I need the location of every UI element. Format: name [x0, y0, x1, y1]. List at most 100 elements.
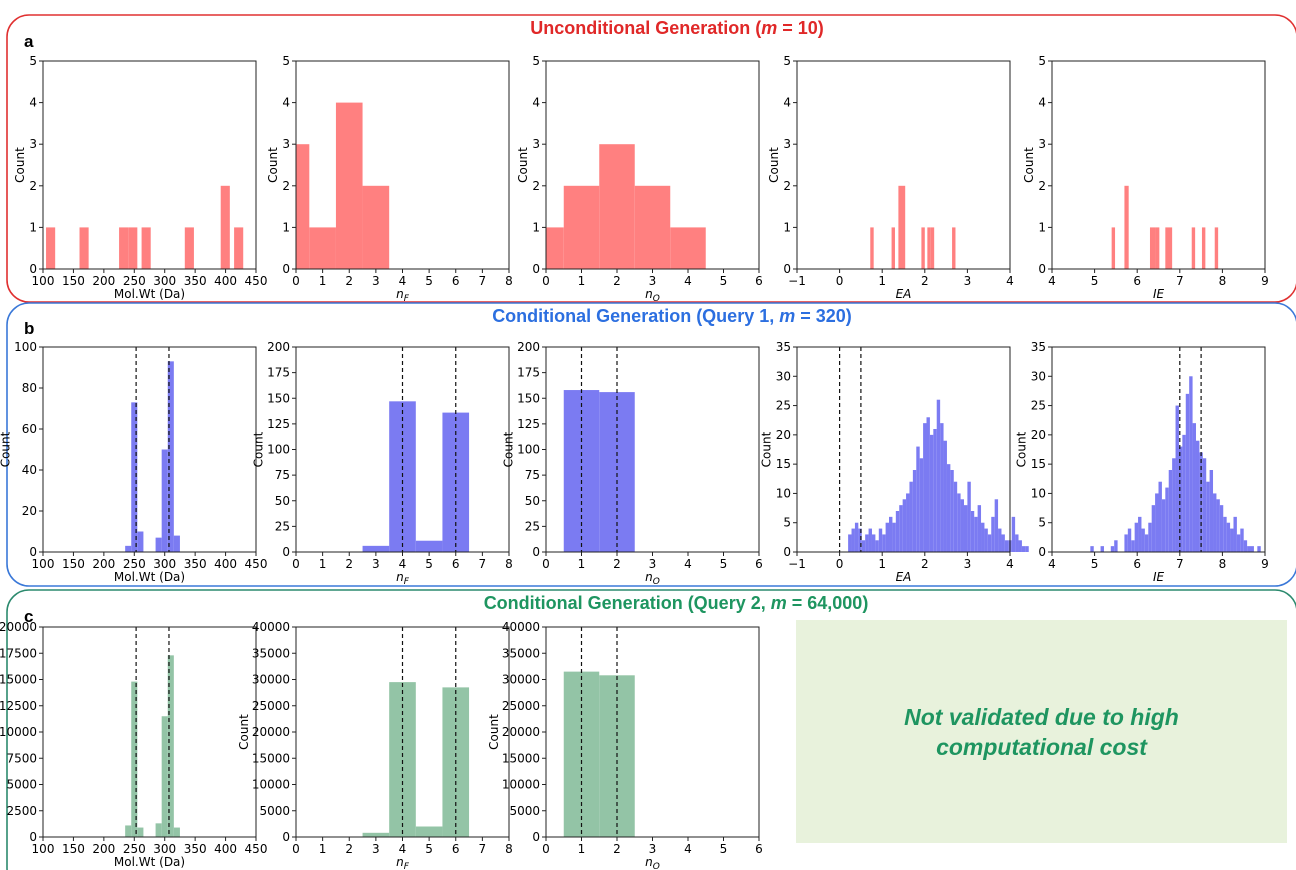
xlabel-a4: EA [896, 287, 912, 301]
bar-b4-1 [851, 528, 855, 552]
bar-b5-29 [1189, 376, 1193, 552]
ytick-label-b4-2: 10 [776, 486, 791, 500]
xtick-label-b4-1: 0 [836, 557, 844, 571]
xtick-label-b1-6: 400 [214, 557, 237, 571]
ytick-label-c1-3: 7500 [6, 751, 37, 765]
xtick-label-c2-6: 6 [452, 842, 460, 856]
xtick-label-b5-0: 4 [1048, 557, 1056, 571]
bar-c1-4 [161, 716, 168, 837]
ytick-label-b3-0: 0 [532, 545, 540, 559]
ytick-label-c1-4: 10000 [0, 725, 37, 739]
xtick-label-c1-3: 250 [123, 842, 146, 856]
xtick-label-b1-5: 350 [184, 557, 207, 571]
xtick-label-a4-5: 4 [1006, 274, 1014, 288]
bar-b5-20 [1158, 481, 1162, 552]
ytick-label-c2-4: 20000 [252, 725, 290, 739]
ytick-label-a2-2: 2 [282, 179, 290, 193]
ytick-label-b2-0: 0 [282, 545, 290, 559]
bar-c1-5 [167, 655, 174, 837]
xtick-label-c3-2: 2 [613, 842, 621, 856]
bar-b4-23 [926, 417, 930, 552]
bar-b5-10 [1124, 534, 1128, 552]
bar-b4-13 [892, 522, 896, 552]
bar-b4-25 [933, 429, 937, 552]
ytick-label-b3-6: 150 [517, 391, 540, 405]
bar-b1-0 [125, 545, 132, 552]
bar-b4-49 [1015, 534, 1019, 552]
bar-b4-18 [909, 481, 913, 552]
bar-b4-39 [981, 522, 985, 552]
bar-a3-3 [634, 185, 671, 269]
ytick-label-a4-5: 5 [783, 54, 791, 68]
xtick-label-a1-3: 250 [123, 274, 146, 288]
axes-c1 [42, 626, 257, 838]
bar-b5-42 [1233, 516, 1237, 552]
ylabel-a4: Count [767, 147, 781, 183]
ytick-label-b3-8: 200 [517, 340, 540, 354]
ytick-label-c1-0: 0 [29, 830, 37, 844]
xtick-label-b3-5: 5 [720, 557, 728, 571]
bar-a4-6 [952, 227, 956, 269]
ytick-label-b2-6: 150 [267, 391, 290, 405]
ytick-label-b5-7: 35 [1031, 340, 1046, 354]
ytick-label-c3-7: 35000 [502, 646, 540, 660]
xtick-label-b2-1: 1 [319, 557, 327, 571]
xtick-label-a1-0: 100 [32, 274, 55, 288]
xtick-label-c3-0: 0 [542, 842, 550, 856]
xtick-label-b1-3: 250 [123, 557, 146, 571]
xlabel-c3: nO [645, 855, 660, 870]
not-validated-note: Not validated due to high computational c… [796, 620, 1287, 843]
xtick-label-c3-3: 3 [649, 842, 657, 856]
bar-b4-11 [885, 522, 890, 552]
bar-c1-0 [125, 825, 132, 837]
xtick-label-c2-2: 2 [345, 842, 353, 856]
bar-b4-37 [974, 516, 978, 552]
bar-b4-10 [882, 534, 886, 552]
bar-b5-21 [1161, 499, 1166, 552]
xlabel-a2: nF [396, 287, 410, 304]
xtick-label-b3-6: 6 [755, 557, 763, 571]
bar-b5-14 [1138, 516, 1142, 552]
xtick-label-c2-4: 4 [399, 842, 407, 856]
panel-b-letter: b [24, 319, 34, 338]
bar-b4-34 [963, 505, 968, 552]
bar-a1-1 [79, 227, 89, 269]
xlabel-c2: nF [396, 855, 410, 870]
ytick-label-b1-0: 0 [29, 545, 37, 559]
bar-b5-49 [1257, 546, 1261, 552]
bar-b5-0 [1090, 546, 1094, 552]
ytick-label-b1-1: 20 [22, 504, 37, 518]
bar-b5-47 [1250, 546, 1254, 552]
bar-b5-24 [1172, 458, 1176, 552]
xtick-label-b1-1: 150 [62, 557, 85, 571]
xtick-label-b5-4: 8 [1219, 557, 1227, 571]
bar-b1-3 [155, 537, 162, 552]
xtick-label-b3-0: 0 [542, 557, 550, 571]
ytick-label-b5-2: 10 [1031, 486, 1046, 500]
bar-b5-37 [1216, 499, 1220, 552]
xtick-label-a4-4: 3 [964, 274, 972, 288]
bar-b4-26 [936, 399, 941, 552]
xlabel-b1: Mol.Wt (Da) [114, 570, 185, 584]
xtick-label-a3-5: 5 [720, 274, 728, 288]
ytick-label-c3-6: 30000 [502, 673, 540, 687]
panel-a-title: Unconditional Generation (m = 10) [530, 18, 824, 38]
xtick-label-b4-4: 3 [964, 557, 972, 571]
ytick-label-b1-5: 100 [14, 340, 37, 354]
bar-b5-6 [1110, 546, 1115, 552]
ylabel-c3: Count [487, 714, 501, 750]
ylabel-b2: Count [251, 431, 265, 467]
chart-a2: 0 1 2 3 4 5 6 7 8 0 1 2 3 4 5 nF Count [266, 54, 513, 304]
chart-b1: 100 150 200 250 300 350 400 450 0 20 40 60 80 100 Mol.… [0, 340, 267, 584]
chart-a5: 4 5 6 7 8 9 0 1 2 3 4 5 IE Count [1022, 54, 1269, 301]
ytick-label-a1-3: 3 [29, 137, 37, 151]
bar-a1-0 [46, 227, 56, 269]
bar-b4-20 [916, 446, 920, 552]
ytick-label-b2-8: 200 [267, 340, 290, 354]
xtick-label-a1-6: 400 [214, 274, 237, 288]
bar-b4-24 [929, 434, 934, 552]
ytick-label-c1-5: 12500 [0, 699, 37, 713]
bar-c2-2 [415, 826, 443, 837]
bar-b4-50 [1018, 540, 1022, 552]
ytick-label-a3-3: 3 [532, 137, 540, 151]
